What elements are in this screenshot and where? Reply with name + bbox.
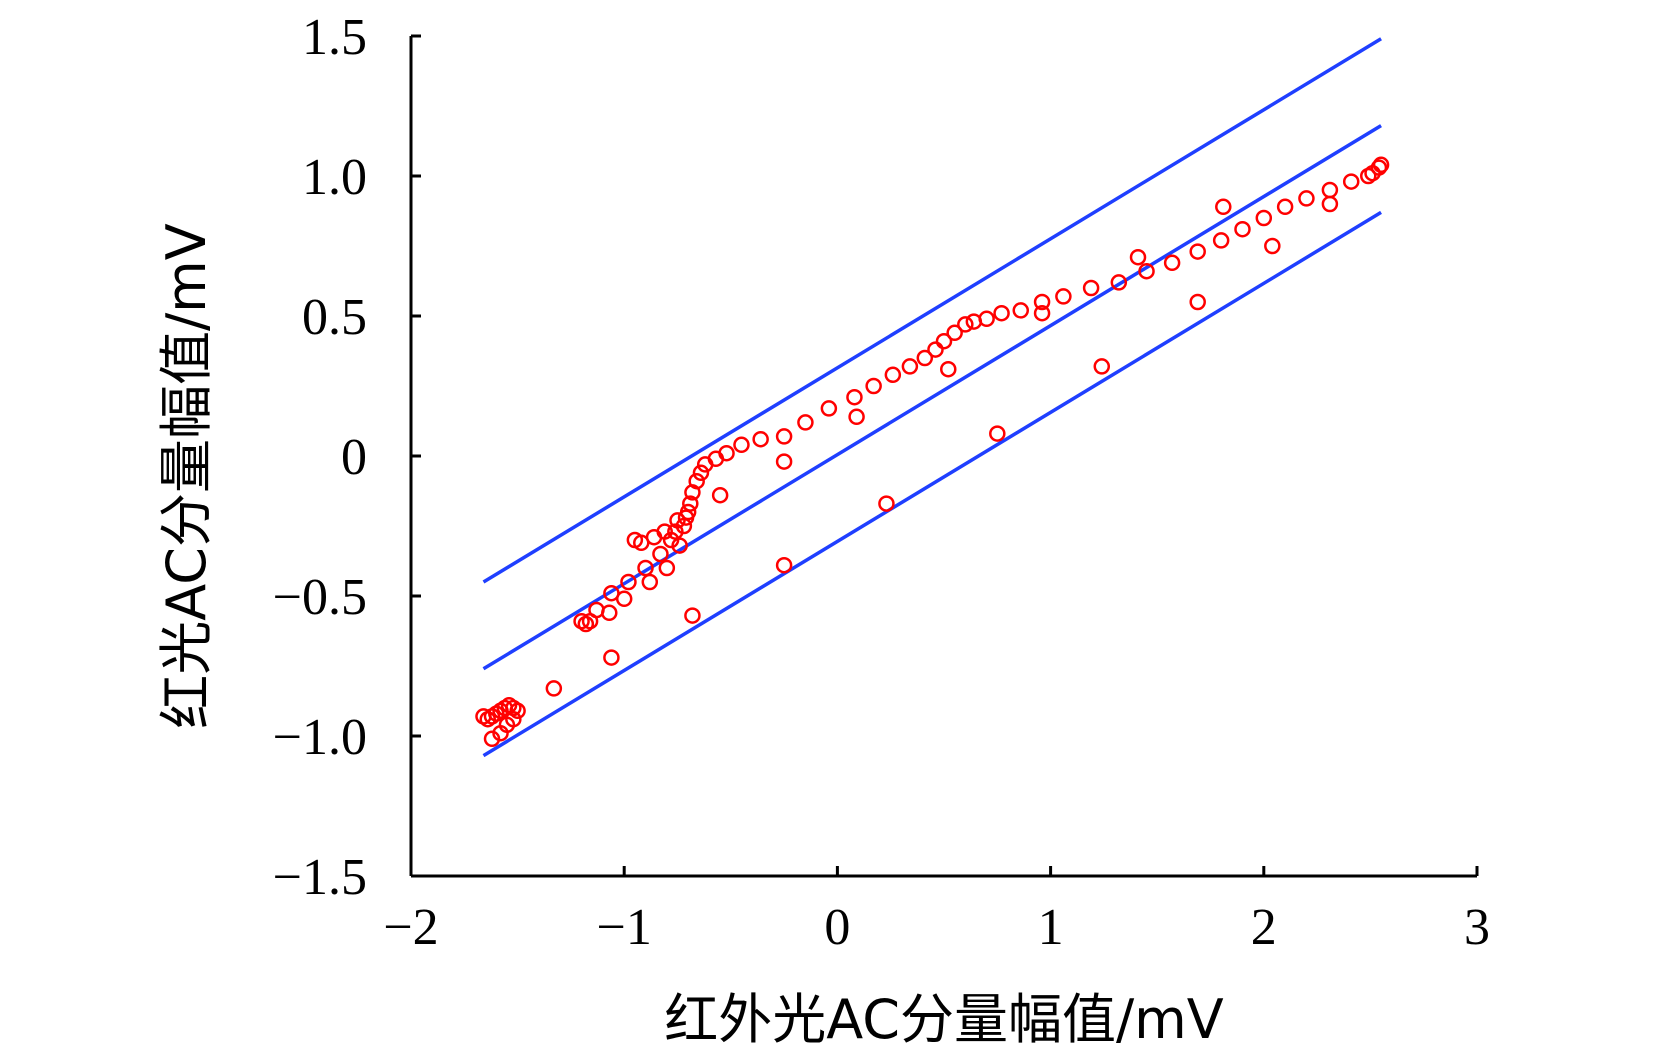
data-point [1370,159,1388,176]
y-tick-label: 0 [341,429,367,486]
x-axis-title: 红外光AC分量幅值/mV [664,988,1223,1051]
data-point [684,607,701,624]
y-tick-label: −1.0 [273,709,367,766]
data-point [775,453,793,470]
y-tick-label: −0.5 [273,569,367,626]
y-tick-label: 0.5 [302,289,367,346]
data-point [927,341,944,358]
data-point [1189,293,1206,311]
data-point [797,414,814,431]
data-points [475,156,1390,748]
data-point [1189,243,1206,260]
data-point [752,430,769,448]
data-point [1129,248,1147,266]
data-point [775,556,793,574]
data-point [1215,198,1232,216]
data-point [1033,293,1051,311]
data-point [718,444,735,462]
data-point [1110,274,1128,291]
x-tick-label: 1 [1038,899,1064,956]
x-tick-label: 3 [1464,899,1490,956]
data-point [682,495,699,512]
data-point [688,472,705,490]
data-point [884,366,902,384]
reference-line-1 [482,37,1382,584]
data-point [946,324,963,342]
data-point [1212,232,1230,249]
axes [409,36,1477,878]
data-point [711,486,729,504]
y-tick-label: 1.5 [302,9,367,66]
y-tick-label: 1.0 [302,149,367,206]
data-point [820,400,838,417]
data-point [1321,181,1339,199]
reference-lines [482,37,1382,758]
data-point [935,332,953,350]
data-point [1342,173,1360,190]
data-point [878,495,895,512]
data-point [978,310,995,328]
data-point [601,604,618,622]
data-point [848,408,865,426]
y-axis-ticks: −1.5 −1.0 −0.5 0 0.5 1.0 1.5 [273,9,421,906]
data-point [1321,195,1339,213]
data-point [1093,358,1111,375]
data-point [615,590,633,608]
x-tick-label: −2 [383,899,438,956]
data-point [1372,156,1390,174]
data-point [733,436,750,454]
data-point [1082,279,1100,297]
data-point [679,503,697,521]
data-point [603,649,620,666]
data-point [916,349,934,367]
data-point [1138,262,1155,280]
y-tick-label: −1.5 [273,849,367,906]
data-point [671,537,688,554]
x-tick-label: 0 [824,899,850,956]
reference-line-3 [482,210,1382,758]
data-point [483,730,501,748]
data-point [1163,254,1181,272]
data-point [1276,198,1294,216]
x-tick-label: 2 [1251,899,1277,956]
data-point [1255,209,1273,227]
data-point [901,358,919,375]
data-point [846,388,863,406]
data-point [1234,220,1251,238]
data-point [509,702,526,720]
data-point [989,425,1006,442]
data-point [641,573,659,591]
data-point [1012,302,1030,319]
data-point [957,316,974,333]
data-point [545,680,563,697]
reference-line-2 [482,124,1382,671]
y-axis-title: 红光AC分量幅值/mV [155,223,218,728]
data-point [940,360,957,378]
data-point [652,545,669,563]
data-point [1033,304,1051,322]
x-axis-ticks: −2 −1 0 1 2 3 [383,866,1490,956]
data-point [1298,190,1315,207]
data-point [1055,288,1072,305]
data-point [993,304,1010,322]
x-tick-label: −1 [597,899,652,956]
data-point [1264,237,1281,255]
data-point [658,559,676,577]
data-point [775,428,793,445]
data-point [620,573,637,591]
data-point [692,464,710,482]
data-point [865,377,882,395]
